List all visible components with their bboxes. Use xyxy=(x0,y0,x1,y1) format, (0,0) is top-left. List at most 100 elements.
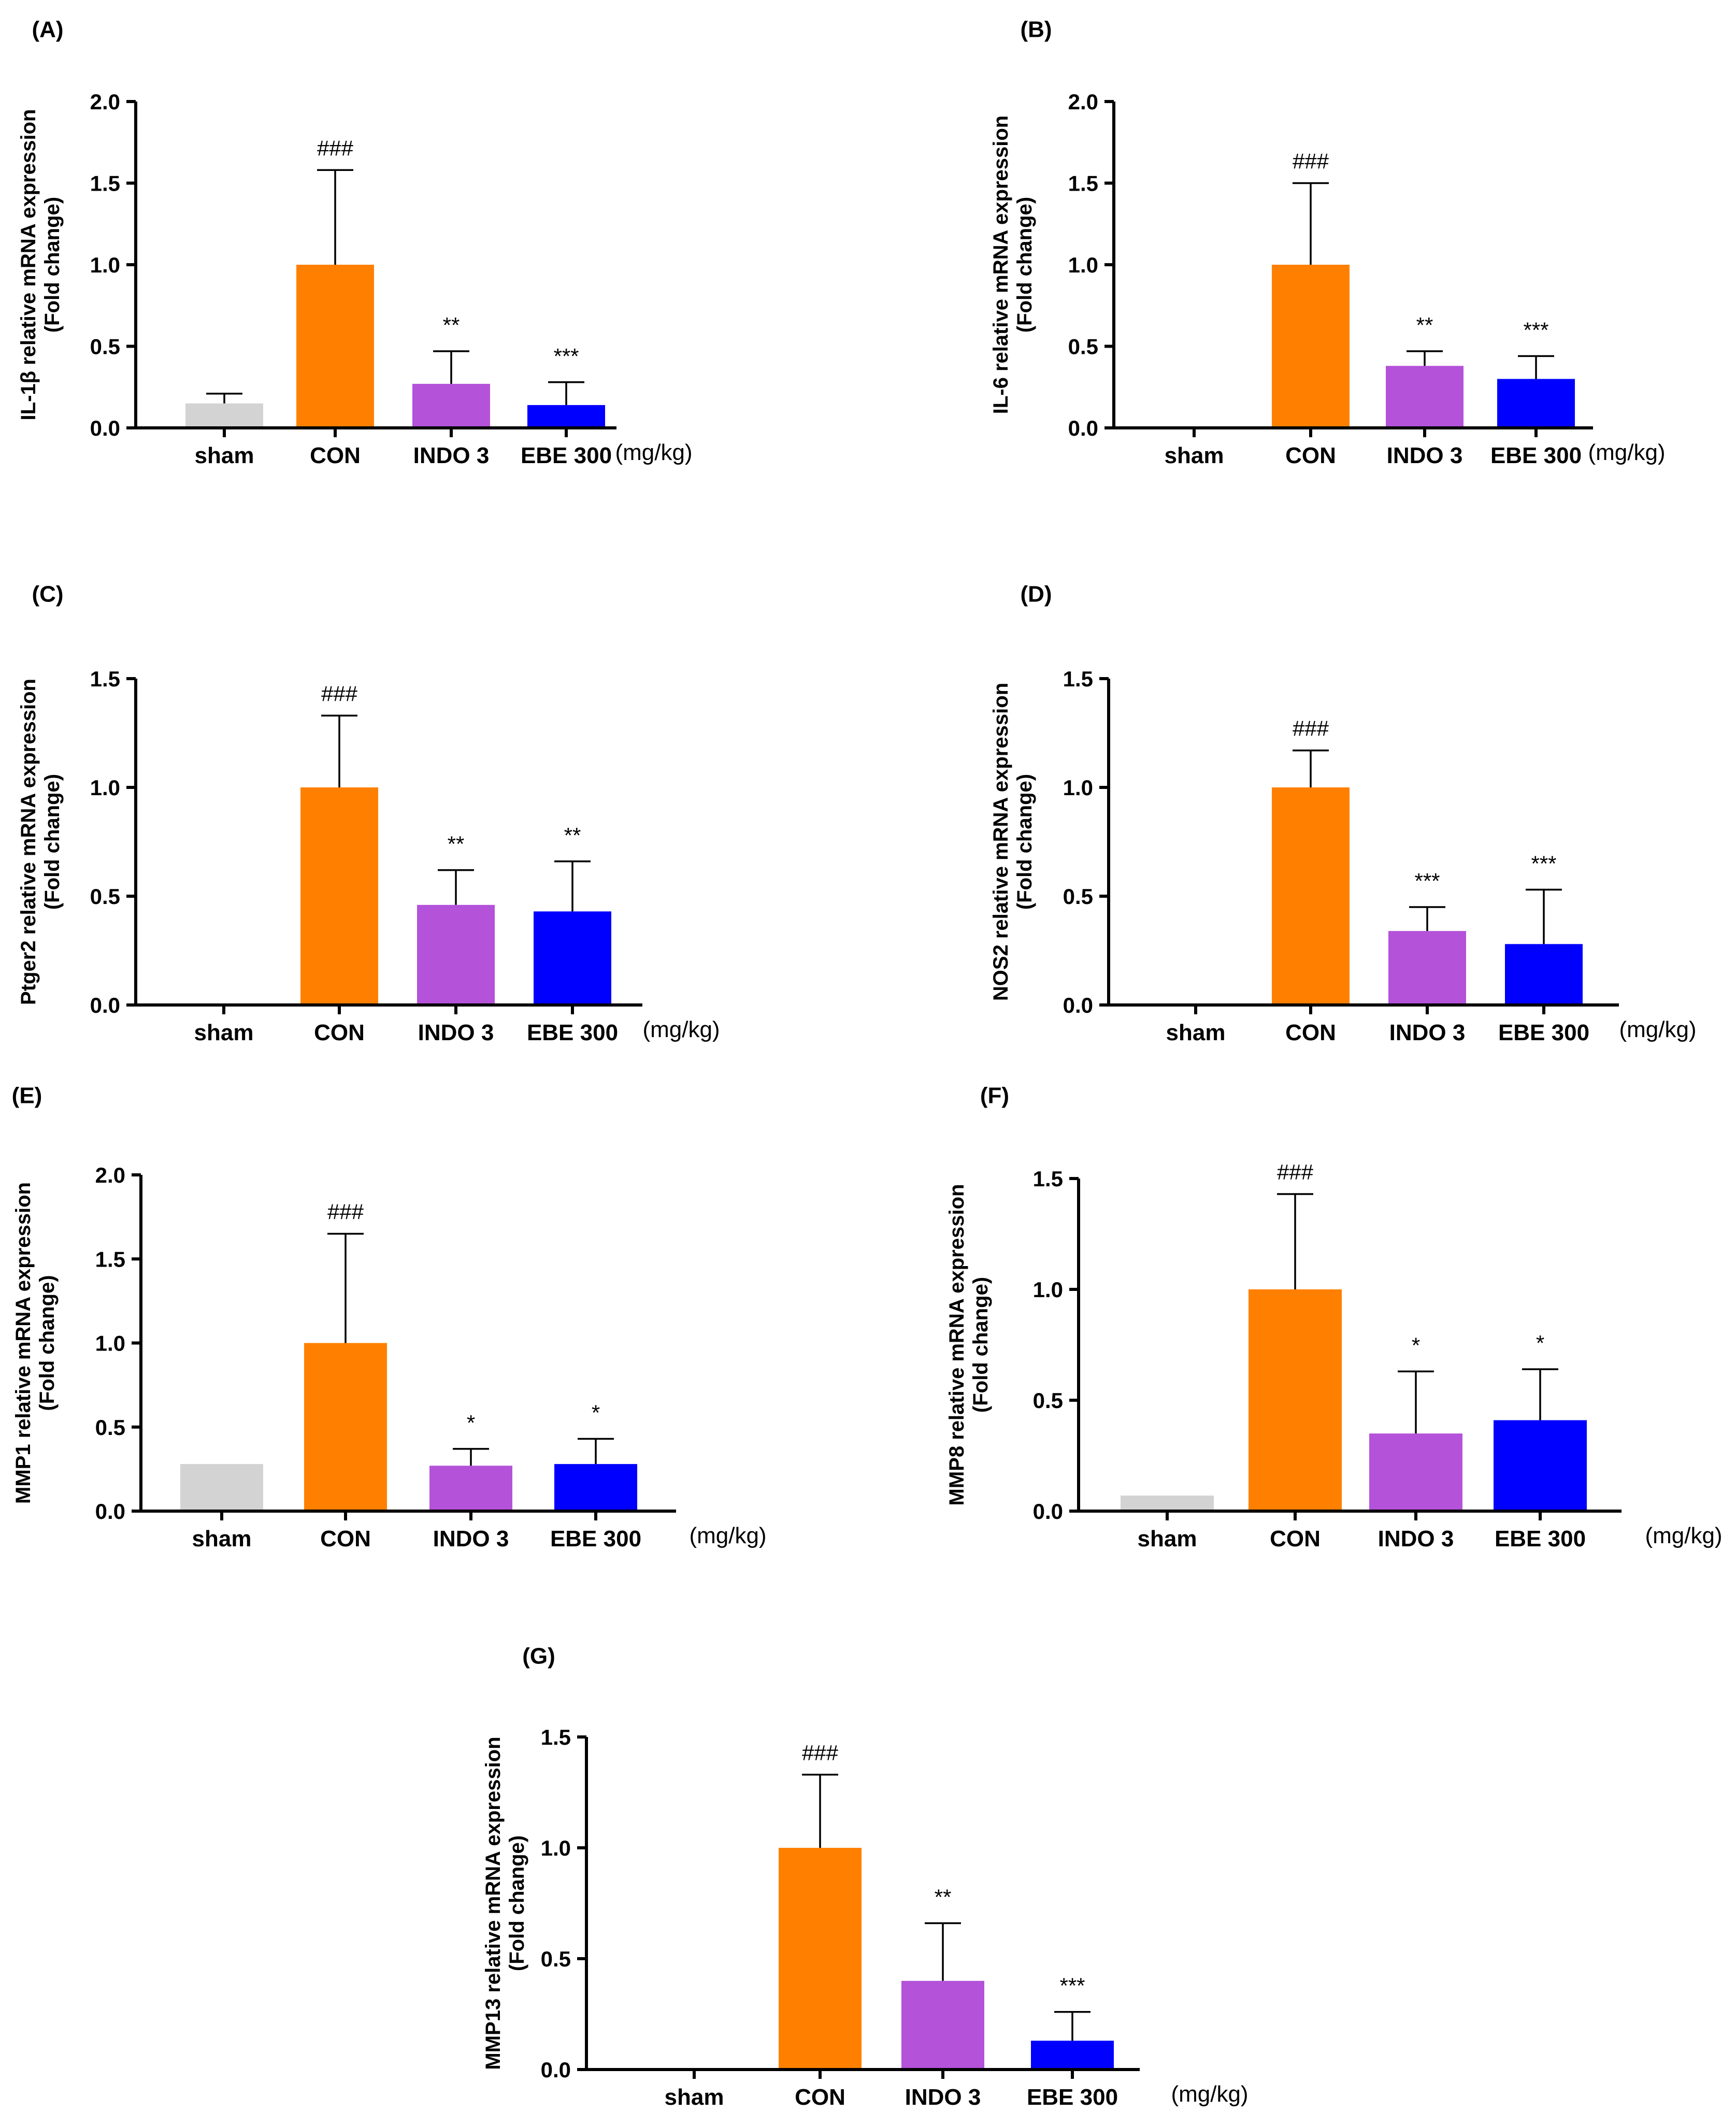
panel-a-category-ebe-300: EBE 300 xyxy=(521,443,612,468)
panel-d-label: (D) xyxy=(1020,582,1052,607)
panel-g-ylabel: MMP13 relative mRNA expression xyxy=(482,1736,505,2070)
panel-b-sig-indo-3: ** xyxy=(1416,313,1433,337)
panel-f-category-indo-3: INDO 3 xyxy=(1378,1526,1454,1552)
panel-g-ytick-label: 0.5 xyxy=(541,1947,571,1971)
panel-a-category-indo-3: INDO 3 xyxy=(413,443,490,468)
panel-g-category-con: CON xyxy=(795,2085,845,2110)
panel-e-sig-indo-3: * xyxy=(467,1411,475,1435)
panel-d-ytick-label: 1.0 xyxy=(1063,775,1093,800)
panel-f-label: (F) xyxy=(980,1083,1009,1109)
panel-e-category-sham: sham xyxy=(192,1526,252,1552)
panel-a-sig-ebe-300: *** xyxy=(553,344,579,368)
panel-f-category-con: CON xyxy=(1270,1526,1321,1552)
panel-b-category-con: CON xyxy=(1285,443,1336,468)
panel-f-sig-con: ### xyxy=(1277,1160,1314,1184)
panel-d-ytick-label: 0.5 xyxy=(1063,884,1093,909)
panel-g-category-sham: sham xyxy=(665,2085,724,2110)
panel-b-ytick-label: 1.5 xyxy=(1068,171,1098,196)
panel-c-ytick-label: 0.0 xyxy=(90,993,120,1017)
panel-c-ylabel: Ptger2 relative mRNA expression xyxy=(17,679,40,1005)
panel-e-sig-ebe-300: * xyxy=(592,1400,600,1425)
panel-b-ylabel: IL-6 relative mRNA expression xyxy=(989,116,1012,414)
panel-f-ylabel: MMP8 relative mRNA expression xyxy=(945,1184,968,1506)
panel-e-bar-sham xyxy=(180,1464,263,1511)
panel-e-bar-ebe-300 xyxy=(554,1464,637,1511)
panel-e-ytick-label: 2.0 xyxy=(95,1163,125,1187)
panel-c-ylabel-unit: (Fold change) xyxy=(41,774,64,910)
panel-d-category-ebe-300: EBE 300 xyxy=(1498,1020,1589,1045)
panel-a-bar-sham xyxy=(185,403,263,428)
panel-f-category-ebe-300: EBE 300 xyxy=(1495,1526,1586,1552)
panel-d-sig-indo-3: *** xyxy=(1414,869,1440,893)
panel-g-sig-ebe-300: *** xyxy=(1059,1974,1085,1998)
panel-d-ytick-label: 1.5 xyxy=(1063,667,1093,691)
panel-e-ytick-label: 1.0 xyxy=(95,1331,125,1356)
panel-g-sig-con: ### xyxy=(802,1741,839,1765)
panel-e-ytick-label: 1.5 xyxy=(95,1247,125,1271)
panel-d-ylabel: NOS2 relative mRNA expression xyxy=(989,683,1012,1001)
panel-a-ylabel-unit: (Fold change) xyxy=(41,197,64,333)
panel-c-ytick-label: 1.0 xyxy=(90,775,120,800)
panel-d-bar-ebe-300 xyxy=(1505,944,1583,1005)
panel-a-label: (A) xyxy=(32,17,63,42)
panel-g-bar-indo-3 xyxy=(901,1980,984,2070)
panel-d-sig-ebe-300: *** xyxy=(1531,851,1556,875)
panel-c-label: (C) xyxy=(32,582,63,607)
panel-f-ytick-label: 1.0 xyxy=(1033,1277,1063,1302)
panel-d-sig-con: ### xyxy=(1293,716,1329,741)
panel-a-bar-ebe-300 xyxy=(527,405,605,428)
panel-d-unit-label: (mg/kg) xyxy=(1619,1017,1696,1042)
panel-c-category-indo-3: INDO 3 xyxy=(418,1020,494,1045)
panel-g-unit-label: (mg/kg) xyxy=(1171,2081,1248,2107)
panel-f-ylabel-unit: (Fold change) xyxy=(969,1277,992,1413)
panel-d-ylabel-unit: (Fold change) xyxy=(1013,774,1036,910)
panel-g-bar-ebe-300 xyxy=(1031,2041,1114,2070)
panel-e-ytick-label: 0.0 xyxy=(95,1499,125,1524)
panel-c-category-ebe-300: EBE 300 xyxy=(527,1020,618,1045)
panel-b-ylabel-unit: (Fold change) xyxy=(1013,197,1036,333)
panel-g-label: (G) xyxy=(522,1644,555,1669)
panel-b-category-indo-3: INDO 3 xyxy=(1387,443,1463,468)
panel-f-ytick-label: 1.5 xyxy=(1033,1167,1063,1191)
panel-a-unit-label: (mg/kg) xyxy=(615,440,692,465)
panel-c-bar-con xyxy=(300,787,378,1005)
panel-f-unit-label: (mg/kg) xyxy=(1645,1523,1722,1548)
panel-f-bar-sham xyxy=(1121,1496,1214,1511)
panel-d-bar-indo-3 xyxy=(1388,931,1466,1005)
panel-f-sig-ebe-300: * xyxy=(1536,1331,1544,1355)
panel-f-sig-indo-3: * xyxy=(1412,1333,1420,1357)
panel-d-ytick-label: 0.0 xyxy=(1063,993,1093,1017)
panel-f-bar-ebe-300 xyxy=(1494,1420,1587,1511)
panel-c-bar-indo-3 xyxy=(417,904,495,1005)
panel-c-category-sham: sham xyxy=(194,1020,254,1045)
panel-e-category-ebe-300: EBE 300 xyxy=(550,1526,641,1552)
panel-c-sig-ebe-300: ** xyxy=(564,823,581,847)
panel-e-label: (E) xyxy=(12,1083,42,1109)
panel-b-ytick-label: 0.0 xyxy=(1068,416,1098,440)
panel-b-bar-ebe-300 xyxy=(1497,379,1575,428)
panel-b-category-ebe-300: EBE 300 xyxy=(1490,443,1582,468)
panel-f-bar-indo-3 xyxy=(1369,1433,1462,1511)
panel-d-category-con: CON xyxy=(1285,1020,1336,1045)
panel-c-ytick-label: 1.5 xyxy=(90,667,120,691)
panel-d-bar-con xyxy=(1272,787,1350,1005)
panel-a-sig-indo-3: ** xyxy=(443,313,460,337)
panel-b-sig-ebe-300: *** xyxy=(1523,318,1548,342)
panel-c-unit-label: (mg/kg) xyxy=(642,1017,720,1042)
panel-f-ytick-label: 0.5 xyxy=(1033,1388,1063,1413)
panel-f-category-sham: sham xyxy=(1138,1526,1197,1552)
panel-b-ytick-label: 0.5 xyxy=(1068,335,1098,359)
panel-c-sig-con: ### xyxy=(321,681,358,706)
panel-e-ylabel-unit: (Fold change) xyxy=(36,1275,59,1411)
panel-a-bar-con xyxy=(296,265,374,428)
panel-e-sig-con: ### xyxy=(327,1200,364,1224)
panel-b-ytick-label: 2.0 xyxy=(1068,90,1098,114)
panel-c-ytick-label: 0.5 xyxy=(90,884,120,909)
panel-a-sig-con: ### xyxy=(317,136,354,160)
panel-e-unit-label: (mg/kg) xyxy=(689,1523,766,1548)
panel-b-sig-con: ### xyxy=(1293,149,1329,174)
panel-a-ytick-label: 2.0 xyxy=(90,90,120,114)
panel-b-category-sham: sham xyxy=(1165,443,1224,468)
panel-e-ylabel: MMP1 relative mRNA expression xyxy=(12,1182,35,1504)
panel-b-label: (B) xyxy=(1020,17,1052,42)
